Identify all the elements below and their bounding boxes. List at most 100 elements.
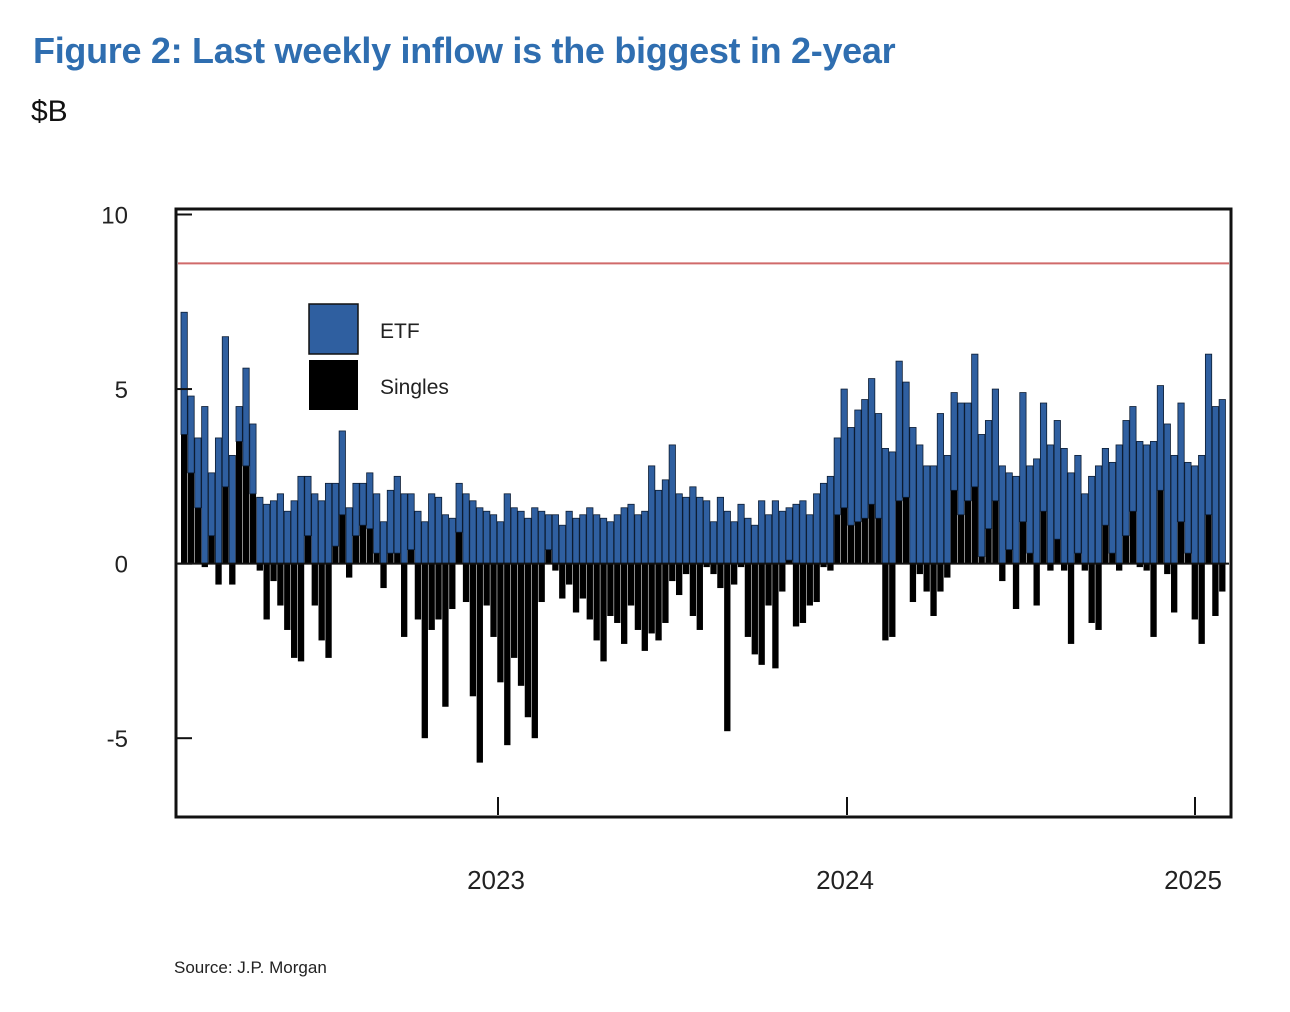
etf-bar [448,517,456,565]
singles-bar [1047,563,1054,571]
singles-bar [586,563,593,620]
singles-bar [559,563,566,599]
singles-bar [889,563,896,637]
etf-bar [538,510,546,565]
singles-bar [731,563,738,585]
etf-bar [489,514,498,565]
etf-bar [806,514,814,565]
etf-bar [558,524,566,565]
singles-bar [476,563,483,763]
singles-bar [339,514,346,564]
source-note: Source: J.P. Morgan [174,958,327,977]
y-tick-label: 10 [101,202,128,229]
etf-bar [221,336,229,488]
singles-bar [545,549,552,564]
etf-bar [998,465,1006,565]
singles-bar [1129,511,1137,564]
singles-bar [1136,563,1143,568]
etf-bar [703,500,711,565]
etf-bar [249,423,257,495]
singles-bar [483,563,490,606]
figure-title: Figure 2: Last weekly inflow is the bigg… [33,30,896,71]
etf-bar [661,479,669,565]
singles-bar [710,563,717,575]
etf-bar [950,392,958,491]
singles-bar [181,434,188,564]
etf-bar [833,437,841,516]
etf-bar [895,360,903,502]
plot-frame [174,207,1233,819]
singles-bar [1033,563,1040,606]
etf-bar [414,510,422,565]
etf-bar [476,507,484,565]
etf-bar [1019,392,1027,523]
singles-bar [304,535,312,564]
singles-bar [511,563,518,658]
singles-bar [325,563,332,658]
singles-bar [579,563,587,599]
etf-bar [668,444,676,565]
etf-bar [304,475,312,537]
etf-bar [854,409,862,523]
etf-bar [393,475,401,554]
etf-bar [929,465,938,565]
etf-bar [338,430,346,516]
etf-bar [345,507,353,565]
etf-bar [593,514,601,565]
etf-bar [428,493,436,565]
singles-bar [572,563,580,613]
singles-bar [648,563,655,634]
etf-bar [1081,493,1089,565]
singles-bar [1205,514,1212,564]
etf-bar [407,493,415,551]
singles-bar [1212,563,1219,616]
singles-bar [318,563,325,641]
etf-bar [936,413,944,565]
x-tick-label: 2024 [816,865,874,895]
etf-bar [228,454,236,565]
etf-bar [531,507,539,565]
singles-bar [263,563,270,620]
singles-bar [270,563,277,582]
etf-bar [868,378,876,505]
singles-bar [799,563,807,623]
singles-bar [841,507,848,564]
x-tick-label: 2023 [467,865,525,895]
singles-bar [394,553,401,564]
singles-bar [792,563,800,627]
legend: ETF Singles [308,303,449,410]
singles-bar [208,535,215,564]
singles-bar [655,563,662,641]
singles-bar [201,563,208,568]
etf-bar [634,514,642,565]
etf-bar [1046,444,1054,565]
singles-bar [593,563,600,641]
singles-bar [1067,563,1075,644]
singles-bar [1198,563,1205,644]
etf-bar [606,521,614,565]
etf-bar [1170,454,1178,565]
singles-bar [971,486,978,564]
singles-bar [346,563,353,578]
singles-bar [449,563,456,610]
singles-bar [1081,563,1088,571]
etf-bar [1012,475,1020,565]
etf-bar [751,524,759,565]
etf-bar [709,521,718,565]
etf-bar [1060,448,1068,565]
singles-bar [249,493,257,564]
etf-bar [785,507,793,561]
singles-bar [951,490,958,564]
singles-bar [1122,535,1130,564]
singles-bar [497,563,504,683]
etf-bar [1191,465,1199,565]
etf-bar [1039,402,1048,512]
singles-bar [428,563,435,630]
etf-bar [675,493,683,565]
singles-bar [538,563,545,603]
etf-bar [861,399,869,519]
etf-bar [1136,441,1144,565]
singles-bar [930,563,937,616]
etf-bar [778,510,786,565]
etf-bar [455,482,463,533]
